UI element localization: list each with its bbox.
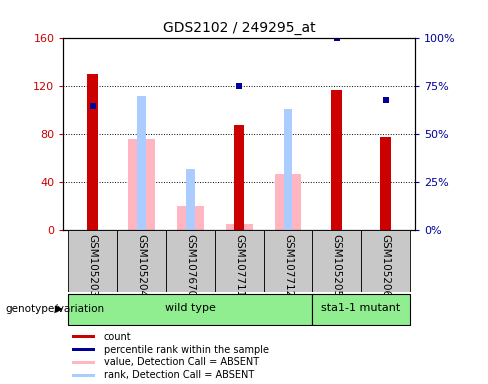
Bar: [72, 374, 95, 377]
Bar: [380, 137, 391, 230]
Bar: [166, 230, 215, 292]
Text: GSM107712: GSM107712: [283, 234, 293, 297]
Bar: [284, 109, 292, 230]
Bar: [177, 207, 204, 230]
Bar: [275, 174, 302, 230]
Text: sta1-1 mutant: sta1-1 mutant: [322, 303, 401, 313]
Text: rank, Detection Call = ABSENT: rank, Detection Call = ABSENT: [104, 371, 254, 381]
Bar: [331, 90, 342, 230]
Text: count: count: [104, 332, 131, 342]
Text: genotype/variation: genotype/variation: [5, 304, 104, 314]
Bar: [215, 230, 264, 292]
Text: GSM107711: GSM107711: [234, 234, 244, 297]
Bar: [68, 230, 117, 292]
Text: GSM105204: GSM105204: [137, 234, 146, 297]
Bar: [72, 361, 95, 364]
Bar: [72, 348, 95, 351]
Bar: [117, 230, 166, 292]
Bar: [226, 224, 253, 230]
Text: GSM105205: GSM105205: [332, 234, 342, 297]
Bar: [234, 125, 244, 230]
Bar: [312, 293, 410, 325]
Text: GSM105206: GSM105206: [381, 234, 390, 297]
Bar: [87, 74, 98, 230]
Bar: [137, 96, 146, 230]
Text: wild type: wild type: [165, 303, 216, 313]
Bar: [235, 221, 244, 230]
Text: GSM105203: GSM105203: [88, 234, 98, 297]
Text: GSM107670: GSM107670: [185, 234, 195, 297]
Text: value, Detection Call = ABSENT: value, Detection Call = ABSENT: [104, 358, 259, 367]
Text: percentile rank within the sample: percentile rank within the sample: [104, 344, 269, 354]
Bar: [128, 139, 155, 230]
Bar: [264, 230, 312, 292]
Bar: [186, 169, 195, 230]
Bar: [312, 230, 361, 292]
Bar: [72, 335, 95, 338]
Bar: [68, 293, 312, 325]
Bar: [361, 230, 410, 292]
Title: GDS2102 / 249295_at: GDS2102 / 249295_at: [163, 21, 315, 35]
